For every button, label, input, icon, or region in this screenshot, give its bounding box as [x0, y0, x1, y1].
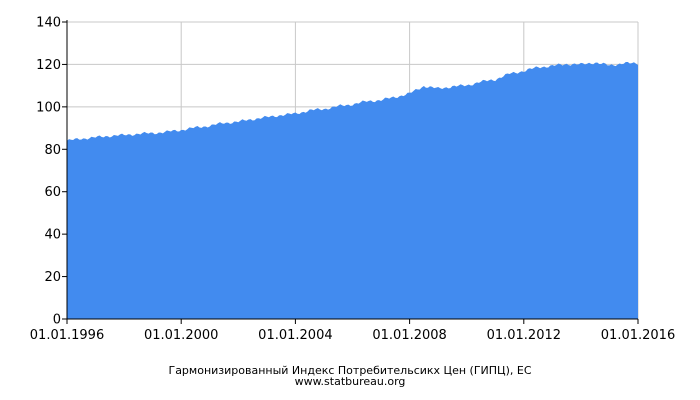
axes: [66, 20, 638, 320]
x-tick-label: 01.01.2012: [487, 328, 561, 343]
y-tick-label: 140: [36, 16, 61, 31]
y-tick-label: 40: [44, 228, 61, 243]
y-tick-label: 120: [36, 58, 61, 73]
y-axis-ticks: 0 20 40 60 80 100 120 140: [36, 16, 67, 328]
x-tick-label: 01.01.2004: [258, 328, 332, 343]
y-tick-label: 0: [53, 313, 61, 328]
x-tick-label: 01.01.2008: [372, 328, 446, 343]
y-tick-label: 20: [44, 270, 61, 285]
chart-source: www.statbureau.org: [295, 375, 406, 388]
y-tick-label: 60: [44, 185, 61, 200]
series-area: [67, 62, 638, 320]
chart-title: Гармонизированный Индекс Потребительсикх…: [168, 364, 531, 377]
data-area: [67, 62, 638, 320]
x-tick-label: 01.01.2016: [601, 328, 675, 343]
y-tick-label: 80: [44, 143, 61, 158]
y-tick-label: 100: [36, 100, 61, 115]
x-axis-ticks: 01.01.1996 01.01.2000 01.01.2004 01.01.2008…: [30, 319, 675, 343]
x-tick-label: 01.01.1996: [30, 328, 104, 343]
x-tick-label: 01.01.2000: [144, 328, 218, 343]
